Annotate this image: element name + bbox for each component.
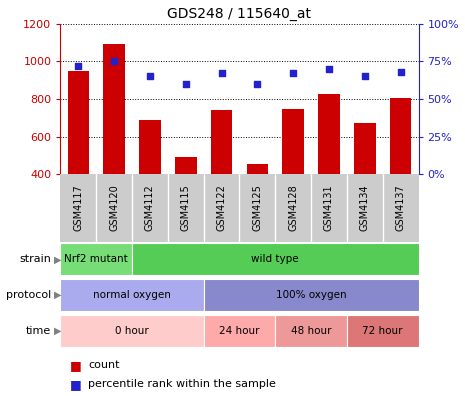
Text: ■: ■ [70,378,81,390]
Text: normal oxygen: normal oxygen [93,290,171,300]
Bar [275,314,347,347]
Point [397,69,405,75]
Text: strain: strain [19,254,51,265]
Bar [347,314,418,347]
Point [218,70,225,76]
Bar [318,94,340,249]
Title: GDS248 / 115640_at: GDS248 / 115640_at [167,8,312,21]
Point [361,73,368,80]
Text: ▶: ▶ [54,254,62,265]
Text: ■: ■ [70,359,81,371]
Bar [139,120,161,249]
Text: GSM4122: GSM4122 [217,184,226,231]
Point [326,66,333,72]
Text: 0 hour: 0 hour [115,326,149,336]
Text: GSM4125: GSM4125 [252,184,262,231]
Text: 48 hour: 48 hour [291,326,332,336]
Bar [390,98,412,249]
Text: ▶: ▶ [54,326,62,336]
Text: percentile rank within the sample: percentile rank within the sample [88,379,276,389]
Text: 72 hour: 72 hour [362,326,403,336]
Bar [132,243,419,276]
Bar [282,109,304,249]
Bar [60,279,204,311]
Text: time: time [26,326,51,336]
Text: GSM4137: GSM4137 [396,184,405,231]
Point [254,81,261,87]
Bar [103,44,125,249]
Point [111,58,118,65]
Text: GSM4117: GSM4117 [73,184,83,231]
Bar [60,314,204,347]
Text: GSM4115: GSM4115 [181,184,191,231]
Point [74,63,82,69]
Bar [204,314,275,347]
Point [146,73,153,80]
Text: 24 hour: 24 hour [219,326,260,336]
Bar [246,164,268,249]
Point [182,81,190,87]
Bar [67,71,89,249]
Bar [175,157,197,249]
Text: GSM4131: GSM4131 [324,184,334,231]
Text: 100% oxygen: 100% oxygen [276,290,346,300]
Bar [204,279,418,311]
Text: count: count [88,360,120,370]
Bar [60,243,132,276]
Text: wild type: wild type [252,254,299,265]
Text: GSM4112: GSM4112 [145,184,155,231]
Text: GSM4120: GSM4120 [109,184,119,231]
Text: GSM4134: GSM4134 [360,184,370,231]
Text: ▶: ▶ [54,290,62,300]
Text: GSM4128: GSM4128 [288,184,298,231]
Text: Nrf2 mutant: Nrf2 mutant [64,254,128,265]
Point [289,70,297,76]
Text: protocol: protocol [6,290,51,300]
Bar [354,124,376,249]
Bar [211,110,232,249]
